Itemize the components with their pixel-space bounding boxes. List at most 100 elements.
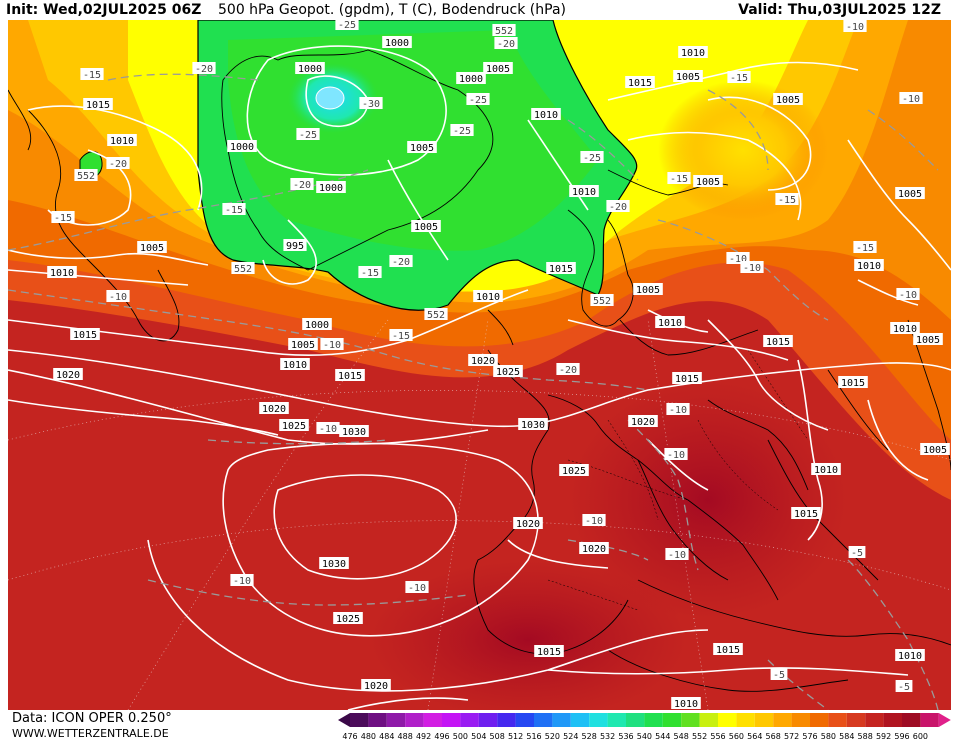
pressure-label-box	[579, 542, 609, 554]
pressure-label-text: 1010	[50, 268, 74, 279]
pressure-label-box	[559, 464, 589, 476]
temperature-label-text: -15	[225, 205, 243, 216]
pressure-label: 1010	[678, 46, 708, 59]
map-title: 500 hPa Geopot. (gpdm), T (C), Bodendruc…	[218, 2, 566, 18]
temperature-label-box	[664, 448, 688, 460]
legend-swatch	[810, 713, 829, 727]
legend-tick-label: 528	[582, 732, 597, 741]
temperature-label-text: -25	[469, 95, 487, 106]
temperature-label-box	[895, 680, 913, 692]
pressure-label-text: 1015	[537, 647, 561, 658]
pressure-label-box	[361, 679, 391, 691]
pressure-label-box	[339, 425, 369, 437]
pressure-label-text: 1020	[262, 404, 286, 415]
legend-swatch	[350, 713, 369, 727]
legend-swatch	[846, 713, 866, 727]
borders	[547, 349, 809, 611]
pressure-label-text: 1010	[857, 261, 881, 272]
pressure-label: 1005	[411, 220, 441, 233]
legend-tick-label: 540	[637, 732, 652, 741]
pressure-label-box	[70, 328, 100, 340]
legend-tick-label: 484	[379, 732, 394, 741]
pressure-label: 1020	[628, 415, 658, 428]
legend-swatch	[681, 713, 700, 727]
temperature-label-box	[494, 37, 518, 49]
pressure-label-box	[473, 290, 503, 302]
temperature-label: -10	[106, 290, 130, 303]
temperature-label: -15	[51, 211, 75, 224]
pressure-label-text: 1010	[283, 360, 307, 371]
temperature-label: -5	[770, 668, 788, 681]
pressure-label-text: 1025	[562, 466, 586, 477]
temperature-label-text: -10	[668, 550, 686, 561]
legend-tick-label: 600	[913, 732, 928, 741]
pressure-label: 1015	[534, 645, 564, 658]
pressure-label: 1005	[407, 141, 437, 154]
legend-swatch	[644, 713, 663, 727]
temperature-label: -20	[192, 62, 216, 75]
temperature-label-text: -20	[559, 365, 577, 376]
legend-tick-label: 576	[802, 732, 817, 741]
temperature-label: -20	[494, 37, 518, 50]
temperature-label: -25	[335, 20, 359, 31]
pressure-label: 1010	[811, 463, 841, 476]
pressure-label-text: 1010	[681, 48, 705, 59]
legend-arrow-right	[938, 713, 951, 727]
pressure-label-text: 1020	[364, 681, 388, 692]
temperature-label-text: -20	[109, 159, 127, 170]
legend-tick-label: 480	[361, 732, 376, 741]
temperature-label-text: -10	[408, 583, 426, 594]
temperature-label: -20	[556, 363, 580, 376]
pressure-label: 1025	[279, 419, 309, 432]
pressure-label-text: 1010	[814, 465, 838, 476]
pressure-label-box	[693, 175, 723, 187]
pressure-label-text: 1005	[486, 64, 510, 75]
pressure-label: 1025	[559, 464, 589, 477]
pressure-label-box	[773, 93, 803, 105]
pressure-label-box	[47, 266, 77, 278]
temperature-label-box	[606, 200, 630, 212]
legend-tick-label: 492	[416, 732, 431, 741]
pressure-label: 1015	[672, 372, 702, 385]
temperature-label-box	[389, 255, 413, 267]
legend-swatch	[736, 713, 755, 727]
valid-time: Valid: Thu,03JUL2025 12Z	[738, 2, 941, 18]
temperature-label-text: -10	[729, 254, 747, 265]
legend-swatch	[607, 713, 626, 727]
temperature-label-box	[843, 20, 867, 32]
temperature-label-text: -10	[669, 405, 687, 416]
temperature-label-text: -25	[299, 130, 317, 141]
init-time: Init: Wed,02JUL2025 06Z	[6, 2, 202, 18]
pressure-label-box	[628, 415, 658, 427]
temperature-label-text: 552	[77, 171, 95, 182]
pressure-label-text: 1030	[342, 427, 366, 438]
pressure-label: 1010	[280, 358, 310, 371]
pressure-label: 1000	[382, 36, 412, 49]
pressure-label-box	[531, 108, 561, 120]
pressure-label: 1010	[655, 316, 685, 329]
pressure-label-text: 1015	[841, 378, 865, 389]
pressure-label: 1015	[70, 328, 100, 341]
pressure-label-text: 1000	[230, 142, 254, 153]
temperature-label-box	[775, 193, 799, 205]
temperature-label-text: -10	[902, 94, 920, 105]
pressure-label-box	[854, 259, 884, 271]
pressure-label: 1005	[895, 187, 925, 200]
pressure-label-text: 1015	[675, 374, 699, 385]
temperature-label: -10	[316, 422, 340, 435]
pressure-label: 1015	[791, 507, 821, 520]
temperature-label-box	[74, 169, 98, 181]
legend-tick-label: 512	[508, 732, 523, 741]
pressure-label: 1015	[838, 376, 868, 389]
pressure-label-box	[763, 335, 793, 347]
temperature-label-text: -25	[338, 20, 356, 31]
temperature-label-text: -20	[195, 64, 213, 75]
temperature-label-box	[424, 308, 448, 320]
temperature-label-box	[296, 128, 320, 140]
pressure-label-box	[316, 181, 346, 193]
pressure-label-text: 1010	[534, 110, 558, 121]
legend-tick-label: 560	[729, 732, 744, 741]
legend-swatch	[589, 713, 608, 727]
temperature-label: -15	[358, 266, 382, 279]
